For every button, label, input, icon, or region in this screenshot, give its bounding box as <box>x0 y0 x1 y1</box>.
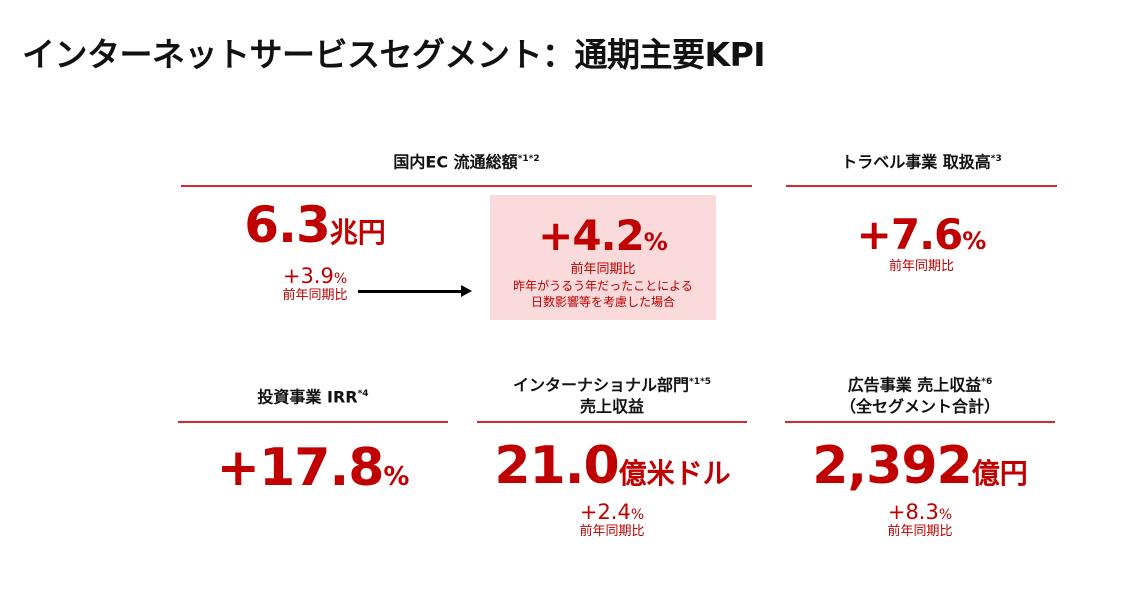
value-unit: 兆円 <box>329 216 386 249</box>
footnote-mark: *1*2 <box>517 154 540 164</box>
yoy-number: +2.4 <box>579 500 631 524</box>
footnote-mark: *4 <box>357 389 369 399</box>
yoy-number: +3.9 <box>282 264 334 288</box>
ads-revenue-value: 2,392億円 <box>775 436 1065 496</box>
yoy-pct: % <box>333 271 348 287</box>
ec-yoy: +3.9% 前年同期比 <box>215 264 415 304</box>
intl-revenue-value: 21.0億米ドル <box>460 436 765 496</box>
intl-header: インターナショナル部門*1*5 売上収益 <box>477 371 747 418</box>
ec-adjusted-box: +4.2% 前年同期比 昨年がうるう年だったことによる 日数影響等を考慮した場合 <box>490 195 716 320</box>
yoy-label: 前年同期比 <box>887 524 953 539</box>
divider <box>785 421 1055 423</box>
divider <box>178 421 448 423</box>
value-number: 2,392 <box>812 436 972 496</box>
invest-header: 投資事業 IRR*4 <box>178 383 448 408</box>
intl-header-label: インターナショナル部門 <box>513 375 690 395</box>
yoy-pct: % <box>630 507 645 523</box>
yoy-number: +8.3 <box>887 500 939 524</box>
value-unit: 億円 <box>971 457 1028 490</box>
travel-header: トラベル事業 取扱高*3 <box>786 148 1057 173</box>
value-unit: 億米ドル <box>618 457 731 490</box>
ec-header-label: 国内EC 流通総額 <box>393 152 518 172</box>
adjusted-note: 日数影響等を考慮した場合 <box>530 295 675 309</box>
divider <box>181 185 752 187</box>
ec-gmv-value: 6.3兆円 <box>200 196 430 254</box>
page-title: インターネットサービスセグメント：通期主要KPI <box>22 35 766 74</box>
adjusted-pct: % <box>643 228 668 256</box>
intl-header-label2: 売上収益 <box>579 397 644 417</box>
invest-irr-value: +17.8% <box>178 438 448 498</box>
ads-header-label: 広告事業 売上収益 <box>847 375 982 395</box>
ads-header-label2: （全セグメント合計） <box>839 397 1000 417</box>
adjusted-value: +4.2 <box>538 211 645 260</box>
arrow-right-icon <box>358 285 472 297</box>
footnote-mark: *3 <box>990 154 1002 164</box>
value-number: +17.8 <box>216 438 385 498</box>
value-number: 6.3 <box>244 196 331 254</box>
travel-value: +7.6% 前年同期比 <box>786 210 1057 275</box>
adjusted-note: 昨年がうるう年だったことによる <box>513 279 693 293</box>
ec-gmv-header: 国内EC 流通総額*1*2 <box>181 148 752 173</box>
value-number: 21.0 <box>494 436 619 496</box>
invest-header-label: 投資事業 IRR <box>257 387 358 407</box>
travel-header-label: トラベル事業 取扱高 <box>841 152 991 172</box>
value-pct: % <box>383 462 410 492</box>
footnote-mark: *1*5 <box>689 377 711 387</box>
divider <box>786 185 1057 187</box>
adjusted-label: 前年同期比 <box>570 262 636 277</box>
intl-yoy: +2.4% 前年同期比 <box>477 500 747 540</box>
value-pct: % <box>962 227 987 255</box>
footnote-mark: *6 <box>981 377 993 387</box>
value-number: +7.6 <box>856 210 964 259</box>
yoy-label: 前年同期比 <box>579 524 645 539</box>
ads-header: 広告事業 売上収益*6 （全セグメント合計） <box>785 371 1055 418</box>
yoy-label: 前年同期比 <box>888 259 954 274</box>
divider <box>477 421 747 423</box>
ads-yoy: +8.3% 前年同期比 <box>785 500 1055 540</box>
yoy-pct: % <box>938 507 953 523</box>
yoy-label: 前年同期比 <box>282 288 348 303</box>
